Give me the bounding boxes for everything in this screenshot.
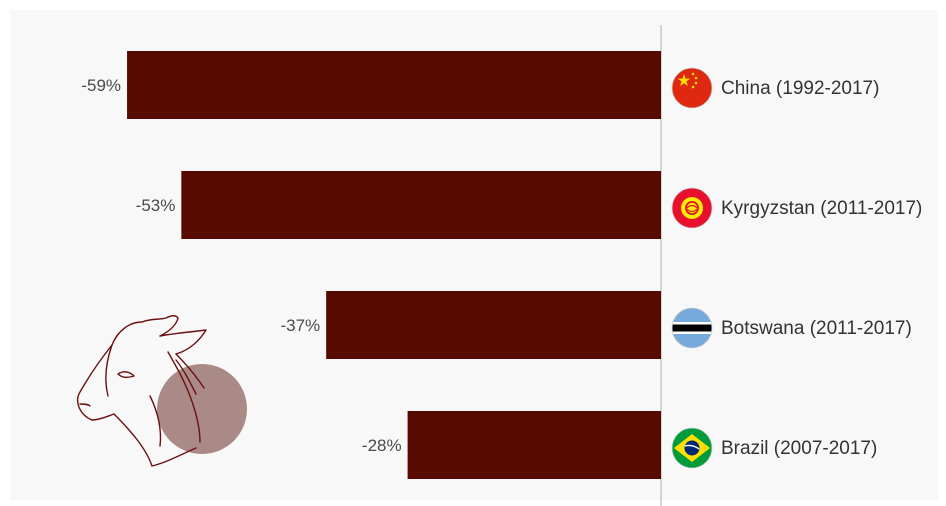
bar-brazil	[407, 411, 661, 479]
category-label-kyrgyzstan: Kyrgyzstan (2011-2017)	[721, 198, 922, 219]
brazil-flag-icon	[671, 427, 713, 469]
category-labels-layer: China (1992-2017) Kyrgyzstan (2011-2017) B…	[721, 78, 922, 459]
bar-kyrgyzstan	[181, 171, 661, 239]
botswana-flag-icon	[671, 307, 713, 349]
value-label-brazil: -28%	[362, 436, 402, 455]
value-labels-layer: -59% -53% -37% -28%	[81, 76, 401, 455]
bars-layer	[127, 51, 662, 479]
category-label-botswana: Botswana (2011-2017)	[721, 318, 912, 339]
china-flag-icon	[671, 67, 713, 109]
value-label-china: -59%	[81, 76, 121, 95]
kyrgyzstan-flag-icon	[671, 187, 713, 229]
value-label-kyrgyzstan: -53%	[136, 196, 176, 215]
category-label-brazil: Brazil (2007-2017)	[721, 438, 877, 459]
category-label-china: China (1992-2017)	[721, 78, 879, 99]
donkey-illustration-icon	[76, 315, 247, 467]
bar-botswana	[326, 291, 661, 359]
value-label-botswana: -37%	[280, 316, 320, 335]
bar-china	[127, 51, 662, 119]
